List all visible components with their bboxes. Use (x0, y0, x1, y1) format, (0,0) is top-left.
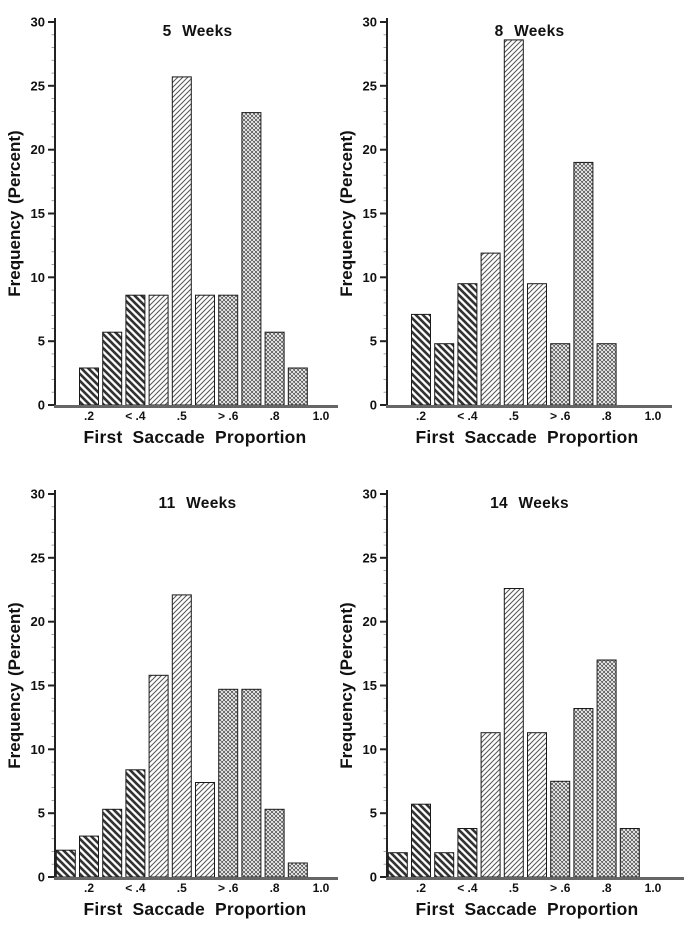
x-axis-label: First Saccade Proportion (83, 899, 307, 919)
svg-text:0: 0 (38, 870, 45, 885)
svg-text:.2: .2 (84, 409, 94, 423)
x-axis-label: First Saccade Proportion (83, 427, 307, 447)
svg-text:0: 0 (38, 398, 45, 413)
svg-text:1.0: 1.0 (645, 881, 662, 895)
svg-text:30: 30 (31, 487, 45, 502)
svg-text:15: 15 (363, 206, 377, 221)
svg-text:25: 25 (363, 550, 377, 565)
svg-text:10: 10 (363, 270, 377, 285)
histogram-plot-11-weeks: 0 5 10 15 20 25 30 .2 < .4 .5 > .6 .8 1.0 (31, 487, 338, 895)
panel-title: 11 Weeks (158, 495, 237, 512)
panel-title: 14 Weeks (490, 495, 569, 512)
svg-text:5: 5 (370, 806, 377, 821)
svg-text:15: 15 (363, 678, 377, 693)
histogram-panel-11-weeks: 11 Weeks Frequency (Percent) 0 5 10 15 20 25 3… (0, 472, 352, 937)
svg-text:.8: .8 (602, 881, 612, 895)
svg-text:25: 25 (363, 78, 377, 93)
panel-title: 8 Weeks (494, 23, 565, 40)
svg-text:20: 20 (363, 142, 377, 157)
svg-text:> .6: > .6 (218, 881, 239, 895)
svg-text:1.0: 1.0 (645, 409, 662, 423)
x-axis-label: First Saccade Proportion (415, 899, 639, 919)
histogram-plot-14-weeks: 0 5 10 15 20 25 30 .2 < .4 .5 > .6 .8 1.0 (363, 487, 684, 895)
svg-text:30: 30 (363, 487, 377, 502)
svg-text:< .4: < .4 (125, 881, 146, 895)
svg-text:10: 10 (31, 742, 45, 757)
histogram-panel-14-weeks: 14 Weeks Frequency (Percent) 0 5 10 15 20 25 3… (332, 472, 684, 937)
svg-text:< .4: < .4 (457, 409, 478, 423)
svg-text:1.0: 1.0 (313, 881, 330, 895)
svg-text:30: 30 (31, 15, 45, 30)
svg-text:.5: .5 (177, 881, 187, 895)
svg-text:25: 25 (31, 78, 45, 93)
histogram-plot-5-weeks: 0 5 10 15 20 25 30 .2 < .4 .5 > .6 .8 1.0 (31, 15, 338, 423)
svg-text:.8: .8 (270, 409, 280, 423)
histogram-panel-5-weeks: 5 Weeks Frequency (Percent) 0 5 10 15 20 25 30… (0, 0, 352, 465)
svg-text:20: 20 (363, 614, 377, 629)
svg-text:.8: .8 (602, 409, 612, 423)
svg-text:30: 30 (363, 15, 377, 30)
svg-text:> .6: > .6 (218, 409, 239, 423)
svg-text:.2: .2 (416, 881, 426, 895)
svg-text:0: 0 (370, 870, 377, 885)
panel-title: 5 Weeks (162, 23, 233, 40)
svg-text:20: 20 (31, 614, 45, 629)
svg-text:15: 15 (31, 206, 45, 221)
svg-text:> .6: > .6 (550, 881, 571, 895)
svg-text:20: 20 (31, 142, 45, 157)
svg-text:.5: .5 (177, 409, 187, 423)
svg-text:5: 5 (38, 334, 45, 349)
svg-text:25: 25 (31, 550, 45, 565)
histogram-panel-8-weeks: 8 Weeks Frequency (Percent) 0 5 10 15 20 25 30… (332, 0, 684, 465)
histogram-plot-8-weeks: 0 5 10 15 20 25 30 .2 < .4 .5 > .6 .8 1.0 (363, 15, 672, 423)
x-axis-label: First Saccade Proportion (415, 427, 639, 447)
svg-text:5: 5 (370, 334, 377, 349)
svg-text:5: 5 (38, 806, 45, 821)
svg-text:.2: .2 (84, 881, 94, 895)
svg-text:0: 0 (370, 398, 377, 413)
svg-text:.5: .5 (509, 881, 519, 895)
svg-text:1.0: 1.0 (313, 409, 330, 423)
svg-text:.8: .8 (270, 881, 280, 895)
svg-text:< .4: < .4 (125, 409, 146, 423)
svg-text:.5: .5 (509, 409, 519, 423)
svg-text:10: 10 (31, 270, 45, 285)
svg-text:> .6: > .6 (550, 409, 571, 423)
svg-text:10: 10 (363, 742, 377, 757)
svg-text:< .4: < .4 (457, 881, 478, 895)
svg-text:.2: .2 (416, 409, 426, 423)
svg-text:15: 15 (31, 678, 45, 693)
